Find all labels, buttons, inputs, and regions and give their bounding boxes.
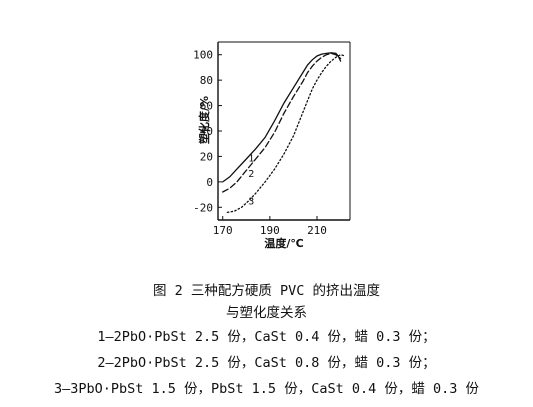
y-tick-label: 60 — [200, 100, 213, 113]
series-labels: 1 2 3 — [248, 154, 254, 208]
caption-note-1: 1—2PbO·PbSt 2.5 份，CaSt 0.4 份，蜡 0.3 份； — [97, 329, 436, 345]
y-axis-ticks: -20 0 20 40 60 80 100 — [193, 49, 222, 214]
y-axis-label: 塑化度/% — [197, 96, 211, 144]
series-label-2: 2 — [248, 169, 254, 180]
series-line-2 — [222, 52, 342, 193]
y-tick-label: 0 — [206, 176, 213, 189]
series-label-3: 3 — [248, 197, 254, 208]
y-tick-label: 100 — [193, 49, 213, 62]
y-tick-label: 40 — [200, 125, 213, 138]
series-line-3 — [226, 54, 346, 214]
figure-caption-title: 图 2 三种配方硬质 PVC 的挤出温度 — [152, 283, 381, 299]
series-label-1: 1 — [248, 154, 254, 165]
y-tick-label: -20 — [193, 201, 213, 214]
series-line-1 — [222, 52, 342, 183]
y-tick-label: 20 — [200, 150, 213, 163]
x-tick-label: 210 — [307, 224, 327, 237]
caption-note-3: 3—3PbO·PbSt 1.5 份，PbSt 1.5 份，CaSt 0.4 份，… — [54, 381, 479, 397]
chart-axes — [217, 41, 351, 221]
y-tick-label: 80 — [200, 74, 213, 87]
x-tick-label: 170 — [213, 224, 233, 237]
chart-series — [222, 52, 346, 214]
figure-caption-subtitle: 与塑化度关系 — [226, 305, 307, 321]
caption-note-2: 2—2PbO·PbSt 2.5 份，CaSt 0.8 份，蜡 0.3 份； — [97, 355, 436, 371]
line-chart: -20 0 20 40 60 80 100 170 190 210 1 2 3 塑化度/% 温度/℃ — [193, 41, 351, 250]
x-tick-label: 190 — [260, 224, 280, 237]
x-axis-label: 温度/℃ — [264, 236, 303, 250]
x-axis-ticks: 170 190 210 — [213, 216, 327, 237]
